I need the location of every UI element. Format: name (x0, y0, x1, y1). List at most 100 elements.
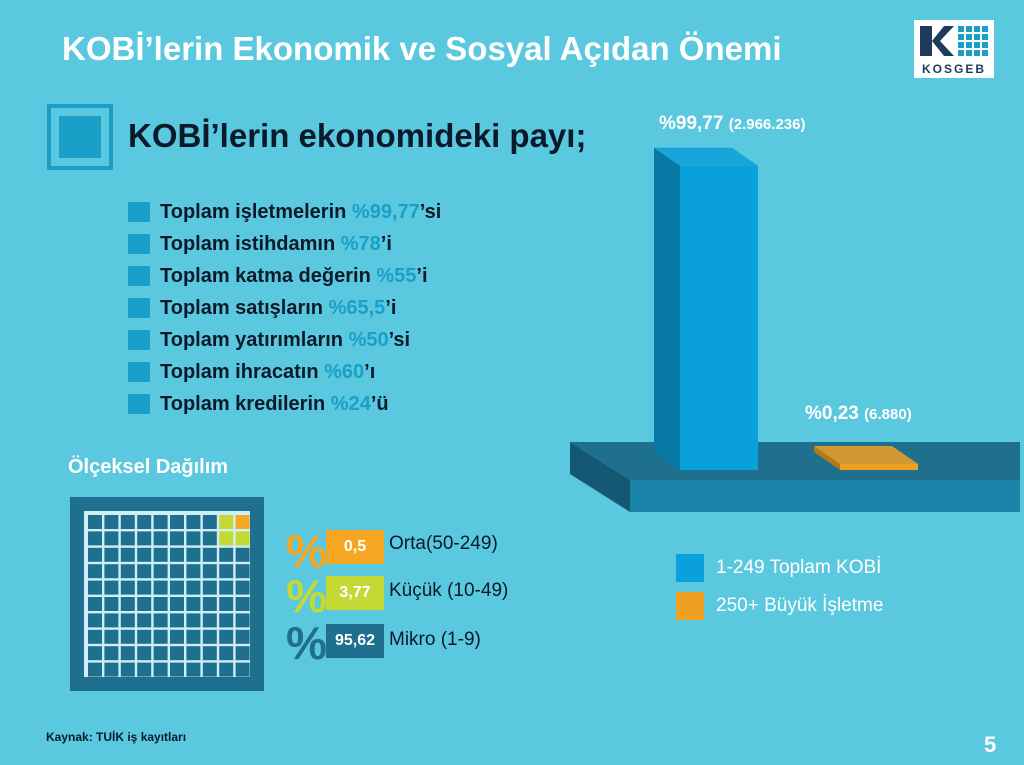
bullet-text: Toplam ihracatın %60’ı (160, 361, 375, 384)
grid-cell (137, 564, 152, 579)
grid-cell (235, 662, 250, 677)
bullet-value: %24 (330, 392, 371, 415)
percent-icon: % (286, 525, 327, 577)
legend-label: 1-249 Toplam KOBİ (716, 557, 882, 578)
bullet-text: Toplam katma değerin %55’i (160, 265, 428, 288)
grid-cell (120, 564, 135, 579)
grid-cell (137, 531, 152, 546)
grid-cell (235, 580, 250, 595)
grid-cell (219, 515, 234, 529)
section-square-icon (47, 104, 113, 170)
scale-item-orta: % (286, 528, 327, 574)
grid-cell (170, 662, 184, 677)
bullet-prefix: Toplam katma değerin (160, 264, 377, 287)
grid-cell (104, 531, 119, 546)
grid-cell (202, 662, 217, 677)
chart-platform-front (630, 480, 1020, 512)
bullet-value: %50 (348, 328, 389, 351)
grid-cell (170, 613, 184, 628)
bullet-square-icon (128, 266, 150, 286)
bullet-prefix: Toplam kredilerin (160, 392, 331, 415)
scale-label-orta: Orta(50-249) (389, 533, 498, 554)
bar-side-1 (814, 446, 840, 470)
grid-cell (104, 597, 119, 611)
bullet-square-icon (128, 298, 150, 318)
grid-cell (88, 531, 102, 546)
grid-cell (88, 597, 102, 611)
grid-cell (153, 531, 168, 546)
legend-swatch (676, 554, 704, 582)
grid-cell (202, 646, 217, 661)
bullet-suffix: ’i (380, 232, 392, 255)
grid-cell (137, 629, 152, 644)
grid-cell (153, 580, 168, 595)
grid-cell (104, 580, 119, 595)
bullet-item: Toplam satışların %65,5’i (128, 292, 441, 324)
bullet-prefix: Toplam satışların (160, 296, 329, 319)
grid-cell (202, 564, 217, 579)
bullet-prefix: Toplam işletmelerin (160, 200, 352, 223)
grid-cell (202, 613, 217, 628)
scale-value-mikro: 95,62 (326, 624, 384, 658)
grid-cell (120, 662, 135, 677)
bar-label-kobi: %99,77 (2.966.236) (659, 113, 806, 134)
page-title: KOBİ’lerin Ekonomik ve Sosyal Açıdan Öne… (62, 30, 782, 67)
scale-heading: Ölçeksel Dağılım (68, 456, 229, 478)
bar-top-1 (814, 446, 918, 464)
grid-cell (219, 597, 234, 611)
grid-cell (186, 531, 201, 546)
grid-cell (235, 531, 250, 546)
grid-cell (170, 531, 184, 546)
bullet-square-icon (128, 330, 150, 350)
legend-label: 250+ Büyük İşletme (716, 595, 884, 616)
grid-cell (153, 613, 168, 628)
bullet-prefix: Toplam ihracatın (160, 360, 325, 383)
grid-cell (219, 547, 234, 562)
grid-cell (235, 629, 250, 644)
grid-cell (186, 564, 201, 579)
bullet-item: Toplam ihracatın %60’ı (128, 356, 441, 388)
legend-item-large: 250+ Büyük İşletme (676, 592, 883, 620)
grid-cell (153, 564, 168, 579)
grid-cell (186, 515, 201, 529)
bullet-text: Toplam işletmelerin %99,77’si (160, 201, 441, 224)
bullet-prefix: Toplam yatırımların (160, 328, 349, 351)
grid-cell (235, 613, 250, 628)
grid-cell (170, 629, 184, 644)
bullet-suffix: ’si (419, 200, 442, 223)
grid-cell (235, 547, 250, 562)
grid-cell (153, 597, 168, 611)
grid-cell (186, 597, 201, 611)
grid-cell (153, 515, 168, 529)
grid-cell (153, 662, 168, 677)
bullet-suffix: ’ü (370, 392, 389, 415)
grid-cell (88, 646, 102, 661)
kosgeb-logo-mark (920, 26, 988, 56)
grid-cell (219, 662, 234, 677)
grid-cell (219, 564, 234, 579)
scale-label-mikro: Mikro (1-9) (389, 629, 481, 650)
bullet-suffix: ’i (416, 264, 428, 287)
grid-cell (88, 564, 102, 579)
bullet-item: Toplam kredilerin %24’ü (128, 388, 441, 420)
bullet-item: Toplam işletmelerin %99,77’si (128, 196, 441, 228)
bullet-value: %60 (324, 360, 365, 383)
percent-icon: % (286, 570, 327, 622)
grid-cell (88, 613, 102, 628)
bullet-suffix: ’ı (364, 360, 376, 383)
grid-cell (120, 580, 135, 595)
grid-cell (170, 547, 184, 562)
bullet-item: Toplam yatırımların %50’si (128, 324, 441, 356)
bar-front-1 (840, 464, 918, 470)
grid-cell (88, 662, 102, 677)
grid-cell (137, 613, 152, 628)
grid-cell (235, 646, 250, 661)
grid-cell (120, 629, 135, 644)
grid-cell (202, 531, 217, 546)
legend-item-kobi: 1-249 Toplam KOBİ (676, 554, 881, 582)
bullet-text: Toplam yatırımların %50’si (160, 329, 410, 352)
grid-cell (186, 613, 201, 628)
grid-cell (219, 580, 234, 595)
kosgeb-logo: KOSGEB (914, 20, 994, 78)
bar-front-0 (680, 165, 758, 470)
